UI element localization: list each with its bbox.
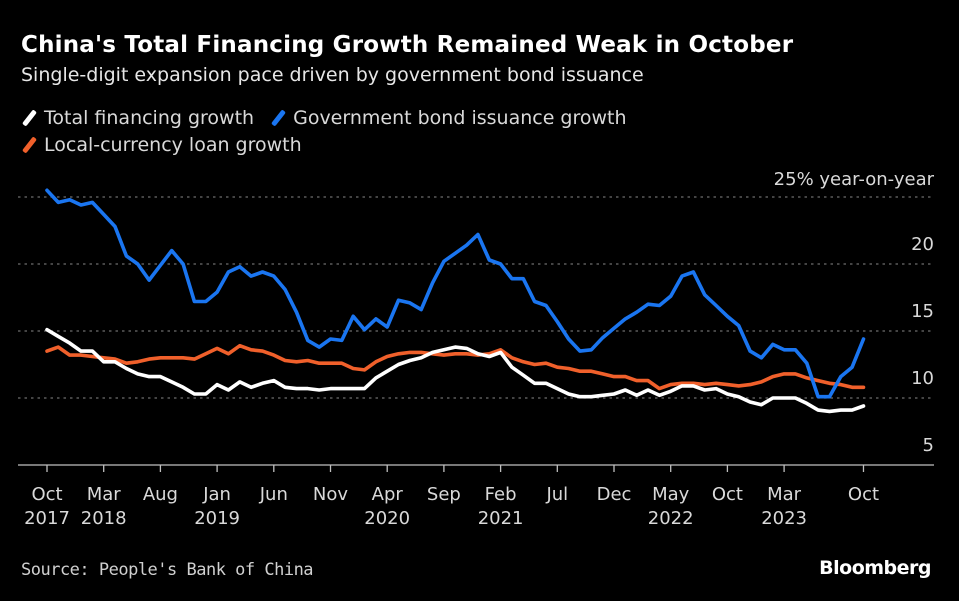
- x-tick-label: Oct: [31, 484, 62, 505]
- x-tick-label: Aug: [143, 484, 178, 505]
- x-tick-year-label: 2023: [761, 508, 807, 529]
- y-tick-label: 10: [911, 368, 934, 389]
- x-axis: Oct 2017 Mar 2018 Aug Jan 2019 Jun Nov Apr 2020 Sep…: [18, 464, 934, 529]
- y-tick-label: 5: [923, 435, 934, 456]
- chart-subtitle: Single-digit expansion pace driven by go…: [21, 64, 644, 86]
- x-tick-label: Jun: [259, 484, 288, 505]
- x-tick-label: Dec: [597, 484, 632, 505]
- x-tick-year-label: 2017: [24, 508, 70, 529]
- x-tick-year-label: 2018: [81, 508, 127, 529]
- x-tick-year-label: 2020: [364, 508, 410, 529]
- legend-label: Total financing growth: [44, 106, 255, 129]
- source-note: Source: People's Bank of China: [21, 560, 314, 580]
- y-tick-label: 25% year-on-year: [774, 169, 935, 190]
- x-tick-label: Mar: [767, 484, 802, 505]
- x-tick-label: Feb: [485, 484, 517, 505]
- x-tick-label: May: [652, 484, 690, 505]
- gridlines: [18, 196, 934, 399]
- x-tick-label: Jan: [202, 484, 231, 505]
- x-tick-label: Jul: [545, 484, 568, 505]
- x-tick-year-label: 2022: [648, 508, 694, 529]
- series-lines: [45, 188, 866, 414]
- chart-title: China's Total Financing Growth Remained …: [21, 32, 794, 58]
- legend-item-government-bond: Government bond issuance growth: [270, 106, 627, 129]
- x-tick-year-label: 2021: [478, 508, 524, 529]
- x-tick-label: Oct: [848, 484, 879, 505]
- legend-label: Government bond issuance growth: [293, 106, 627, 129]
- legend-item-total-financing: Total financing growth: [21, 107, 254, 129]
- x-tick-label: Nov: [313, 484, 348, 505]
- y-tick-label: 20: [911, 234, 934, 255]
- x-tick-year-label: 2019: [194, 508, 240, 529]
- x-tick-label: Oct: [712, 484, 743, 505]
- y-tick-label: 15: [911, 301, 934, 322]
- legend-label: Local-currency loan growth: [44, 133, 302, 156]
- series-line-local-currency-loan-growth: [45, 343, 866, 391]
- x-tick-label: Sep: [427, 484, 461, 505]
- x-tick-label: Apr: [372, 484, 404, 505]
- series-line-total-financing-growth: [45, 327, 866, 414]
- legend-item-loan-growth: Local-currency loan growth: [21, 134, 302, 156]
- y-axis-labels: 5 10 15 20 25% year-on-year: [774, 169, 935, 456]
- series-line-government-bond-issuance-growth: [45, 188, 866, 399]
- legend: Total financing growth Government bond i…: [21, 104, 643, 158]
- bloomberg-logo: Bloomberg: [819, 557, 931, 579]
- x-tick-label: Mar: [87, 484, 122, 505]
